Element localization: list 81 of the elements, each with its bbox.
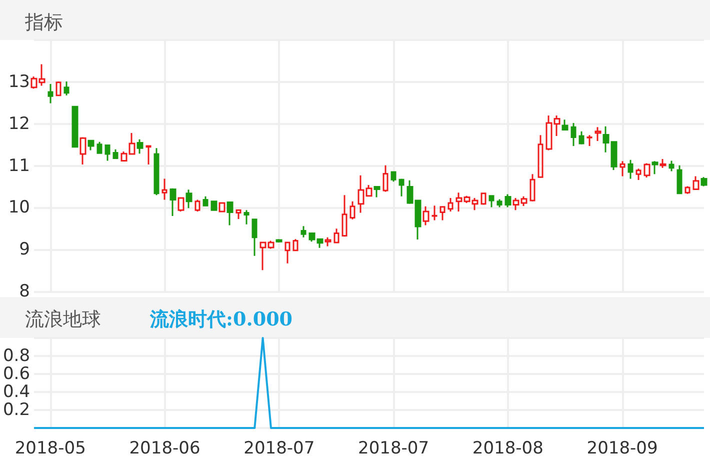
y-tick-label: 0.2 — [2, 400, 30, 420]
y-tick-label: 12 — [8, 114, 30, 134]
candlestick — [194, 198, 200, 212]
candlestick — [504, 194, 512, 208]
chart-title: 流浪地球 — [25, 308, 101, 330]
candlestick — [432, 204, 438, 221]
candlestick — [342, 194, 348, 238]
candlestick — [244, 209, 250, 226]
candlestick — [440, 206, 446, 221]
x-tick-label: 2018-07 — [358, 438, 430, 458]
candlestick — [578, 130, 584, 146]
candlestick — [112, 148, 118, 160]
candlestick — [48, 83, 54, 104]
candlestick — [210, 200, 218, 211]
candlestick — [374, 186, 380, 198]
candlestick — [80, 136, 86, 166]
candlestick — [218, 202, 226, 212]
x-tick-label: 2018-06 — [129, 438, 200, 458]
candlestick — [96, 141, 102, 154]
candlestick — [422, 206, 430, 226]
candlestick — [530, 173, 536, 202]
candlestick — [300, 225, 306, 238]
candlestick — [652, 160, 658, 175]
candlestick — [226, 201, 234, 226]
y-tick-label: 9 — [19, 240, 30, 260]
y-tick-label: 8 — [19, 282, 30, 302]
candlestick — [88, 140, 94, 151]
candlestick — [154, 147, 160, 196]
candlestick — [252, 218, 258, 257]
candlestick — [488, 195, 494, 208]
candlestick — [276, 238, 282, 244]
y-tick-label: 0.8 — [2, 346, 30, 366]
candlestick — [538, 134, 544, 178]
candlestick — [162, 178, 168, 200]
candlestick — [660, 158, 666, 169]
x-tick-label: 2018-09 — [586, 438, 658, 458]
candlestick — [692, 175, 700, 191]
candlestick — [594, 126, 602, 142]
y-tick-label: 0.6 — [2, 364, 30, 384]
candlestick — [562, 118, 568, 132]
candlestick — [334, 228, 340, 244]
candlestick — [676, 164, 682, 194]
y-tick-label: 13 — [8, 72, 30, 92]
candlestick — [72, 106, 78, 148]
chart-title: 指标 — [24, 12, 63, 34]
candlestick — [668, 160, 674, 172]
candlestick — [390, 171, 396, 182]
candlestick — [202, 196, 208, 208]
candlestick — [398, 178, 404, 198]
y-tick-label: 11 — [8, 156, 30, 176]
candlestick — [104, 144, 110, 162]
y-tick-label: 10 — [8, 198, 30, 218]
candlestick — [636, 168, 642, 181]
candlestick — [586, 134, 592, 147]
candlestick — [644, 162, 650, 178]
candlestick — [628, 159, 634, 180]
series-label: 流浪时代:0.000 — [149, 308, 293, 330]
candlestick — [284, 242, 290, 264]
candlestick — [480, 192, 486, 206]
candlestick — [324, 236, 332, 247]
y-tick-label: 0.4 — [2, 382, 30, 402]
candlestick — [178, 196, 184, 212]
candlestick — [448, 197, 454, 212]
x-tick-label: 2018-05 — [14, 438, 86, 458]
candlestick — [56, 80, 62, 97]
x-tick-label: 2018-07 — [244, 438, 315, 458]
candlestick — [350, 200, 356, 220]
candlestick — [236, 209, 242, 220]
candlestick — [64, 80, 70, 96]
candlestick — [146, 145, 152, 166]
candlestick — [382, 164, 388, 192]
candlestick — [496, 198, 502, 208]
candlestick — [170, 188, 176, 217]
candlestick — [136, 138, 144, 154]
candlestick — [684, 186, 690, 195]
candlestick — [620, 160, 626, 177]
candlestick — [570, 122, 576, 147]
x-tick-label: 2018-08 — [472, 438, 544, 458]
candlestick — [292, 238, 298, 252]
candlestick — [700, 176, 708, 188]
candlestick — [186, 188, 192, 209]
